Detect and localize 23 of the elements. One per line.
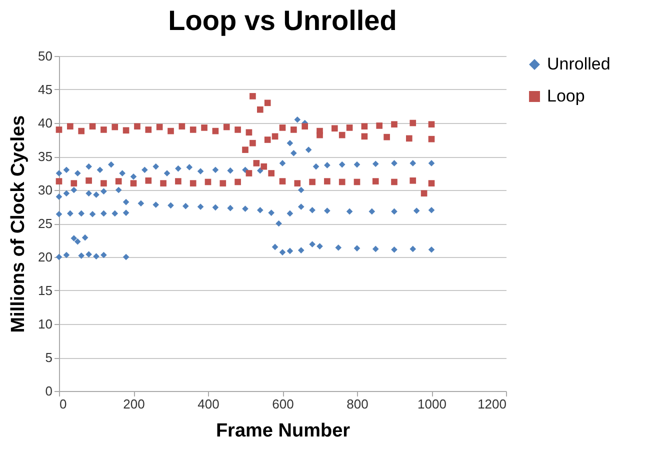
x-tick-label: 800 bbox=[346, 396, 368, 412]
y-tick-label: 50 bbox=[38, 48, 52, 64]
y-tick-label: 35 bbox=[38, 149, 52, 164]
y-tick-label: 25 bbox=[38, 216, 52, 231]
y-tick-label: 30 bbox=[38, 182, 52, 198]
legend-label: Unrolled bbox=[547, 54, 610, 74]
y-axis-title: Millions of Clock Cycles bbox=[8, 115, 30, 333]
y-tick-label: 20 bbox=[38, 250, 52, 264]
y-tick-label: 45 bbox=[38, 82, 52, 97]
x-tick-label: 200 bbox=[123, 396, 145, 412]
y-tick-label: 0 bbox=[45, 384, 52, 398]
y-tick-label: 5 bbox=[45, 350, 52, 365]
x-tick-label: 1000 bbox=[418, 396, 446, 412]
x-tick-label: 1200 bbox=[478, 396, 506, 412]
x-axis-title: Frame Number bbox=[216, 420, 351, 442]
x-tick-label: 600 bbox=[272, 396, 294, 412]
y-tick-label: 40 bbox=[38, 116, 52, 130]
y-tick-label: 15 bbox=[38, 283, 52, 298]
x-tick-label: 0 bbox=[60, 396, 67, 412]
y-tick-label: 10 bbox=[38, 316, 52, 332]
legend-label: Loop bbox=[547, 86, 585, 106]
chart-title: Loop vs Unrolled bbox=[168, 5, 397, 36]
x-tick-label: 400 bbox=[198, 396, 220, 412]
